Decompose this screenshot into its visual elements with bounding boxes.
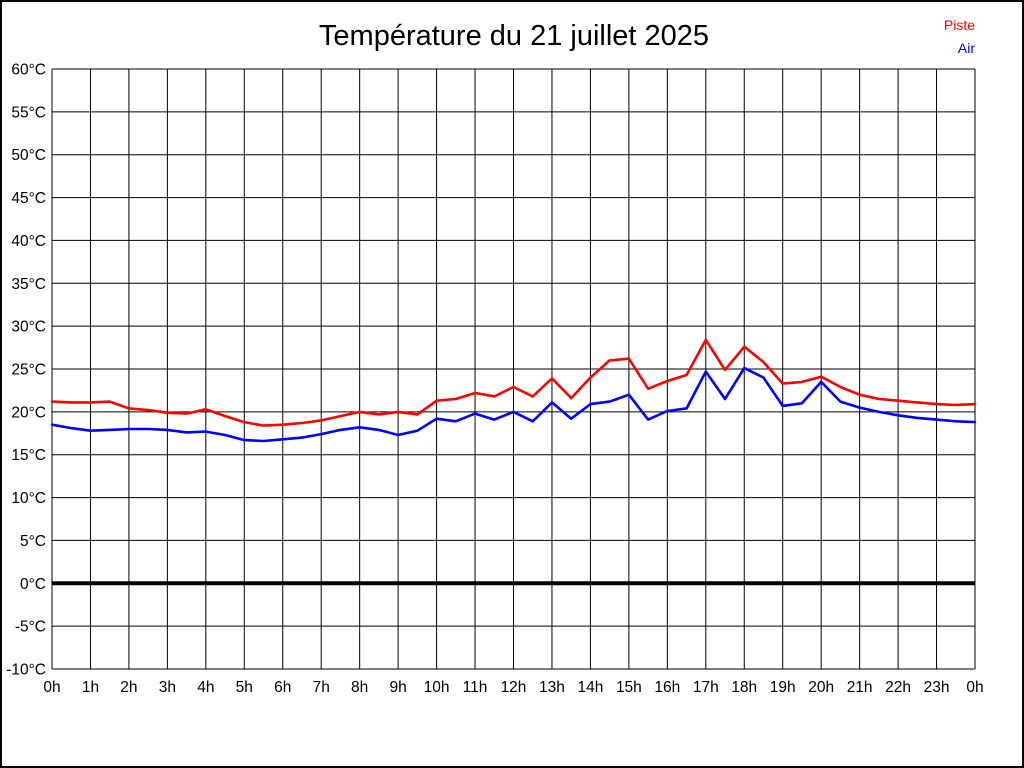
grid-lines [51, 68, 976, 670]
y-tick-label: 25°C [11, 362, 46, 379]
x-tick-label: 12h [501, 679, 527, 696]
y-tick-label: 45°C [11, 190, 46, 207]
chart-title: Température du 21 juillet 2025 [318, 20, 710, 52]
x-tick-label: 8h [351, 679, 368, 696]
x-axis-labels: 0h 1h 2h 3h 4h 5h 6h 7h 8h 9h 10h 11h 12h 13h 14h 15h 16… [43, 679, 983, 696]
y-tick-label: 5°C [20, 533, 46, 550]
x-tick-label: 20h [808, 679, 834, 696]
x-tick-label: 5h [236, 679, 253, 696]
y-tick-label: 15°C [11, 447, 46, 464]
x-tick-label: 0h [43, 679, 60, 696]
y-tick-label: -5°C [15, 619, 46, 636]
y-tick-label: 40°C [11, 233, 46, 250]
y-axis-labels: 60°C 55°C 50°C 45°C 40°C 35°C 30°C 25°C 20°C 15°C… [6, 62, 46, 679]
y-tick-label: 10°C [11, 490, 46, 507]
x-tick-label: 19h [770, 679, 796, 696]
y-tick-label: 30°C [11, 319, 46, 336]
x-tick-label: 14h [577, 679, 603, 696]
x-tick-label: 6h [274, 679, 291, 696]
y-tick-label: 0°C [20, 576, 46, 593]
y-tick-label: 35°C [11, 276, 46, 293]
x-tick-label: 10h [424, 679, 450, 696]
series-line-piste [50, 338, 977, 427]
x-tick-label: 13h [539, 679, 565, 696]
y-tick-label: 55°C [11, 104, 46, 121]
x-tick-label: 22h [885, 679, 911, 696]
y-tick-label: -10°C [6, 662, 46, 679]
x-tick-label: 16h [654, 679, 680, 696]
y-tick-label: 20°C [11, 404, 46, 421]
x-tick-label: 2h [120, 679, 137, 696]
x-tick-label: 11h [463, 679, 488, 696]
x-tick-label: 23h [924, 679, 950, 696]
legend-item-air: Air [957, 40, 975, 56]
x-tick-label: 1h [82, 679, 99, 696]
series-line-air [50, 366, 977, 443]
x-tick-label: 4h [197, 679, 214, 696]
x-tick-label: 7h [313, 679, 330, 696]
y-tick-label: 60°C [11, 62, 46, 79]
x-tick-label: 17h [693, 679, 719, 696]
x-tick-label: 3h [159, 679, 176, 696]
x-tick-label: 0h [966, 679, 983, 696]
x-tick-label: 18h [731, 679, 757, 696]
chart-legend: Piste Air [944, 14, 975, 60]
x-tick-label: 9h [390, 679, 407, 696]
y-tick-label: 50°C [11, 147, 46, 164]
x-tick-label: 21h [847, 679, 873, 696]
x-tick-label: 15h [616, 679, 642, 696]
legend-item-piste: Piste [943, 17, 975, 33]
